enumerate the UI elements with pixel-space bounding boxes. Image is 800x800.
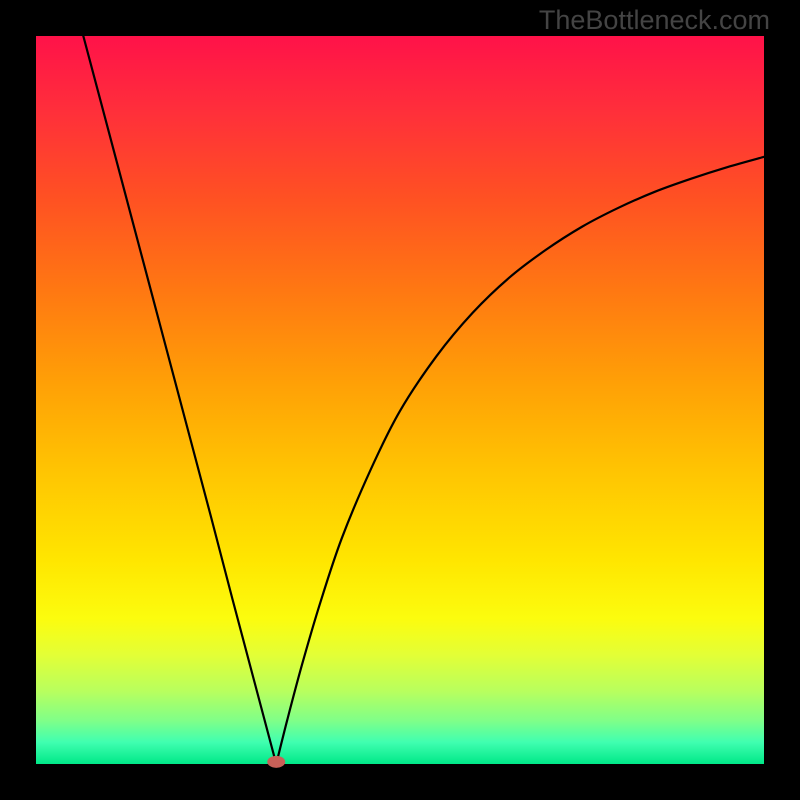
chart-plot-background — [36, 36, 764, 764]
chart-root: TheBottleneck.com — [0, 0, 800, 800]
watermark-text: TheBottleneck.com — [539, 5, 770, 36]
minimum-marker — [267, 756, 285, 768]
chart-svg — [0, 0, 800, 800]
